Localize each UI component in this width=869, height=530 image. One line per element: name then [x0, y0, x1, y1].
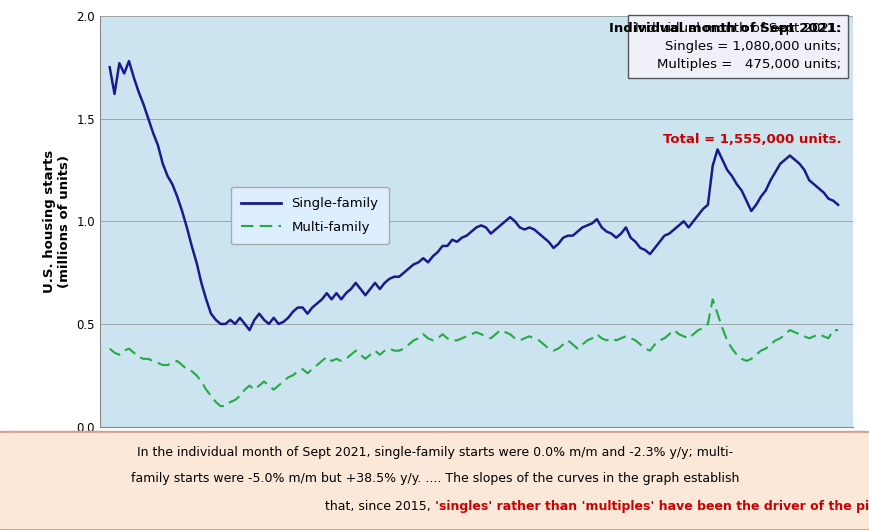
Text: Total = 1,555,000 units.: Total = 1,555,000 units. — [662, 133, 840, 146]
Text: Individual month of Sept 2021:
Singles = 1,080,000 units;
Multiples =   475,000 : Individual month of Sept 2021: Singles =… — [634, 22, 840, 71]
Y-axis label: U.S. housing starts
(millions of units): U.S. housing starts (millions of units) — [43, 149, 71, 293]
FancyBboxPatch shape — [0, 432, 869, 530]
Text: that, since 2015,: that, since 2015, — [325, 499, 434, 513]
Text: In the individual month of Sept 2021, single-family starts were 0.0% m/m and -2.: In the individual month of Sept 2021, si… — [136, 446, 733, 459]
Legend: Single-family, Multi-family: Single-family, Multi-family — [230, 187, 388, 244]
Text: 'singles' rather than 'multiples' have been the driver of the pickup in total st: 'singles' rather than 'multiples' have b… — [434, 499, 869, 513]
X-axis label: Year and month: Year and month — [410, 466, 541, 481]
Text: Individual month of Sept 2021:: Individual month of Sept 2021: — [608, 22, 840, 35]
Text: family starts were -5.0% m/m but +38.5% y/y. .... The slopes of the curves in th: family starts were -5.0% m/m but +38.5% … — [130, 472, 739, 485]
